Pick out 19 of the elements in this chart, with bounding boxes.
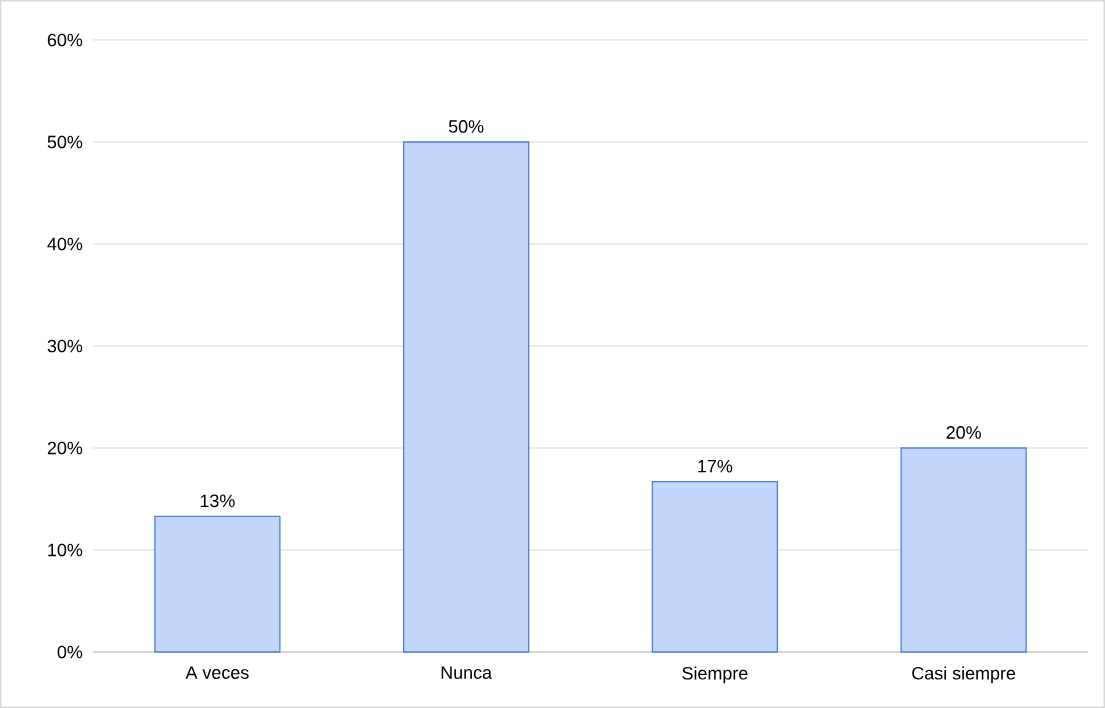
- x-tick-label: A veces: [185, 666, 249, 679]
- x-tick-label: Siempre: [682, 666, 748, 684]
- bar: [154, 515, 281, 653]
- y-tick-label: 30%: [47, 339, 83, 353]
- bar: [651, 480, 779, 653]
- data-label: 50%: [448, 120, 484, 133]
- bar: [402, 141, 530, 653]
- y-tick-label: 60%: [47, 33, 83, 47]
- y-tick-label: 0%: [57, 645, 83, 659]
- y-tick-label: 10%: [48, 543, 83, 557]
- data-label: 13%: [200, 494, 235, 508]
- data-label: 17%: [698, 459, 733, 473]
- x-tick-label: Casi siempre: [912, 666, 1016, 684]
- y-tick-label: 50%: [47, 135, 83, 149]
- bar: [900, 447, 1027, 653]
- y-tick-label: 20%: [47, 441, 83, 455]
- y-tick-label: 40%: [47, 237, 83, 251]
- x-tick-label: Nunca: [441, 666, 493, 679]
- data-label: 20%: [946, 426, 981, 439]
